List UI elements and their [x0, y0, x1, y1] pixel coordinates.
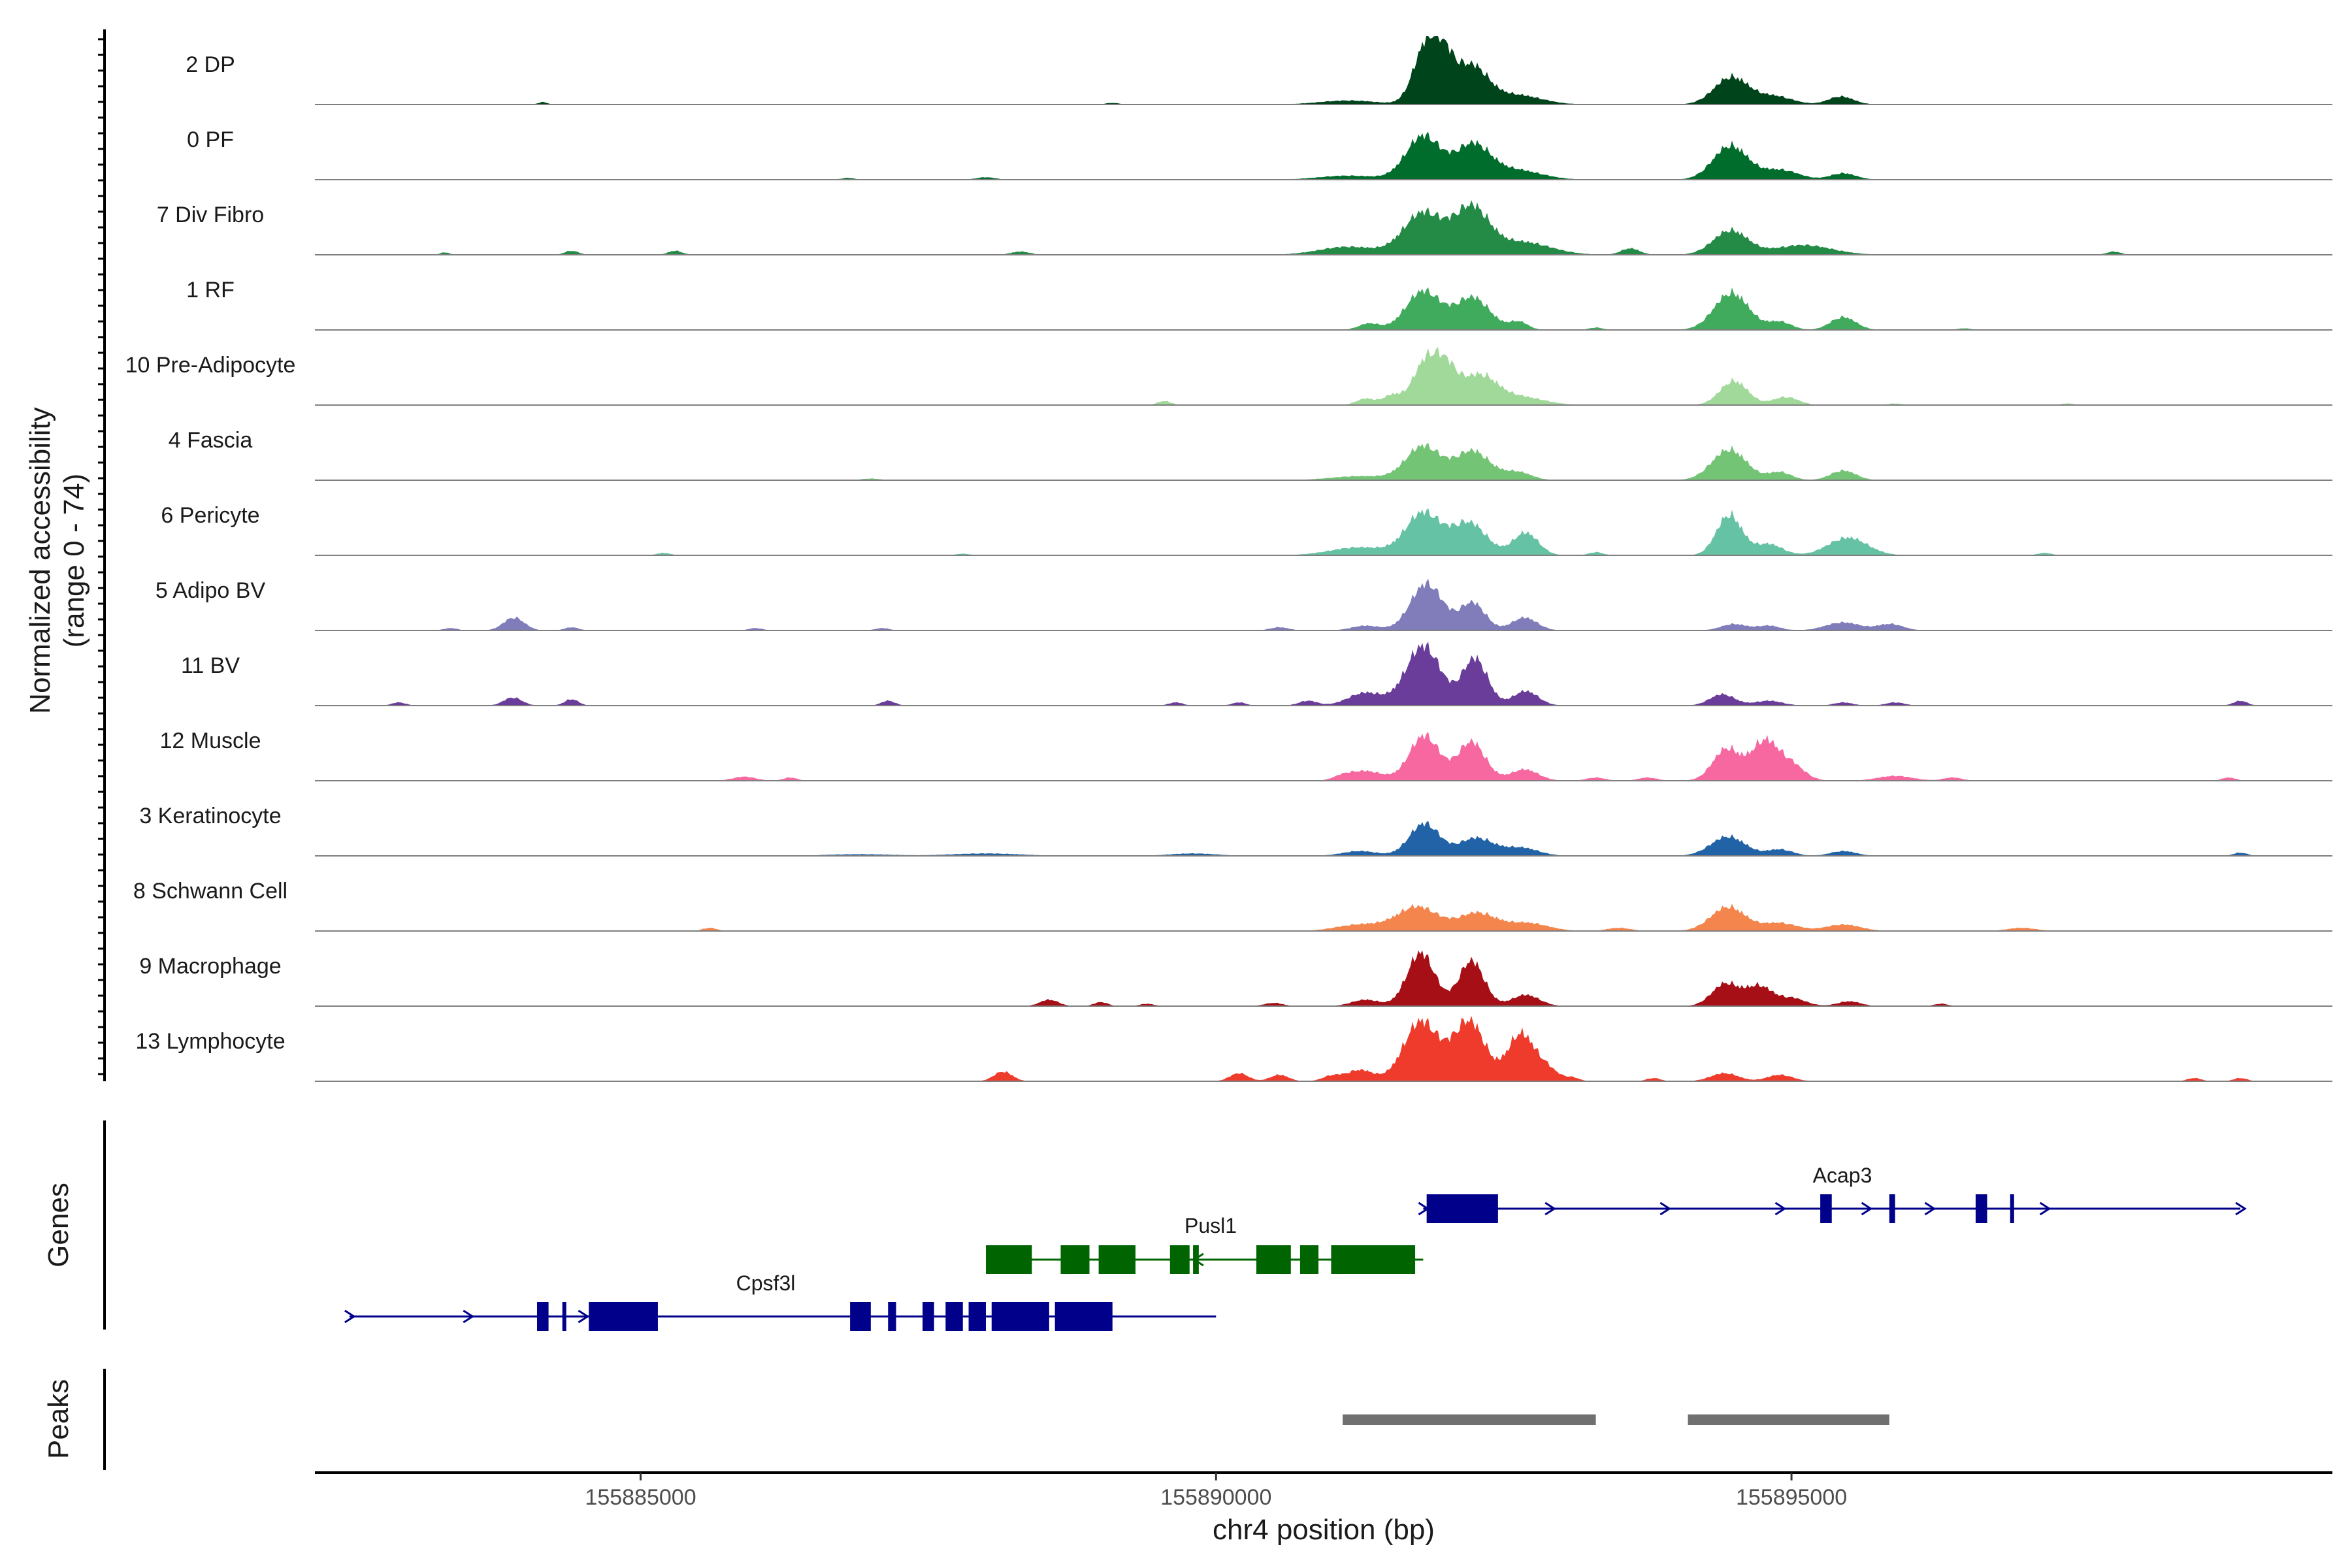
coverage-area [315, 442, 2332, 480]
strand-arrow [1861, 1201, 1873, 1216]
gene-annotations: Cpsf3l Pusl1 Acap3 [344, 1164, 2247, 1331]
exon [968, 1302, 986, 1331]
strand-arrow [344, 1309, 356, 1324]
coverage-area [315, 904, 2332, 931]
exon [2010, 1194, 2014, 1223]
track-label: 9 Macrophage [139, 954, 281, 979]
exon [850, 1302, 871, 1331]
coverage-area [315, 347, 2332, 405]
coverage-area [315, 287, 2332, 330]
exon [1054, 1302, 1113, 1331]
coverage-area [315, 950, 2332, 1006]
y-axis-title: Normalized accessibility [24, 407, 56, 713]
coverage-area [315, 1015, 2332, 1081]
track-label: 7 Div Fibro [157, 203, 264, 227]
track-label: 6 Pericyte [161, 503, 259, 528]
track-7: 6 Pericyte [161, 503, 2332, 556]
gene-acap3: Acap3 [1418, 1164, 2247, 1223]
peak-region [1688, 1414, 1889, 1425]
track-13: 9 Macrophage [139, 950, 2332, 1007]
gene-pusl1: Pusl1 [985, 1214, 1424, 1274]
exon [1060, 1245, 1090, 1274]
exon [1256, 1245, 1291, 1274]
x-axis-ticks: 155885000 155890000 155895000 [585, 1473, 1847, 1510]
exon [562, 1302, 566, 1331]
exon [923, 1302, 934, 1331]
strand-arrow [1192, 1252, 1204, 1267]
strand-arrow [2235, 1201, 2247, 1216]
track-label: 12 Muscle [160, 728, 261, 753]
strand-arrow [1924, 1201, 1936, 1216]
y-axis-subtitle: (range 0 - 74) [58, 474, 90, 648]
peaks-axis-title: Peaks [42, 1379, 74, 1459]
track-6: 4 Fascia [169, 428, 2332, 481]
track-label: 2 DP [186, 52, 235, 77]
x-tick-label: 155890000 [1160, 1485, 1271, 1510]
track-label: 5 Adipo BV [155, 578, 266, 603]
track-10: 12 Muscle [160, 728, 2332, 781]
coverage-area [315, 642, 2332, 706]
exon [1169, 1245, 1190, 1274]
track-label: 8 Schwann Cell [133, 879, 287, 904]
gene-cpsf3l: Cpsf3l [344, 1271, 1217, 1331]
coverage-axis-ticks [98, 38, 105, 1075]
x-tick-label: 155895000 [1736, 1485, 1847, 1510]
coverage-area [315, 821, 2332, 856]
track-4: 1 RF [186, 278, 2332, 331]
track-1: 2 DP [186, 36, 2332, 105]
exon [888, 1302, 896, 1331]
peak-region [1343, 1414, 1596, 1425]
strand-arrow [2039, 1201, 2051, 1216]
coverage-area [315, 732, 2332, 781]
exon [589, 1302, 658, 1331]
track-label: 4 Fascia [169, 428, 253, 453]
strand-arrow [1659, 1201, 1672, 1216]
track-9: 11 BV [181, 642, 2332, 706]
track-label: 1 RF [186, 278, 235, 302]
strand-arrow [1418, 1201, 1430, 1216]
exon [1820, 1194, 1832, 1223]
coverage-area [315, 36, 2332, 105]
exon [536, 1302, 549, 1331]
exon [945, 1302, 963, 1331]
track-12: 8 Schwann Cell [133, 879, 2332, 932]
coverage-area [315, 508, 2332, 555]
gene-label: Pusl1 [1184, 1214, 1237, 1237]
track-label: 11 BV [181, 653, 240, 678]
exon [1331, 1245, 1416, 1274]
track-label: 13 Lymphocyte [135, 1029, 285, 1054]
track-3: 7 Div Fibro [157, 200, 2332, 255]
exon [1426, 1194, 1498, 1223]
track-2: 0 PF [187, 127, 2332, 180]
coverage-area [315, 131, 2332, 180]
track-label: 3 Keratinocyte [139, 804, 281, 828]
peak-track [1343, 1414, 1889, 1425]
coverage-area [315, 578, 2332, 630]
gene-label: Acap3 [1813, 1164, 1872, 1187]
track-5: 10 Pre-Adipocyte [125, 347, 2332, 406]
track-14: 13 Lymphocyte [135, 1015, 2332, 1082]
track-8: 5 Adipo BV [155, 578, 2332, 631]
strand-arrow [1544, 1201, 1556, 1216]
exon [1975, 1194, 1987, 1223]
gene-label: Cpsf3l [736, 1271, 796, 1295]
strand-arrow [578, 1309, 590, 1324]
exon [1098, 1245, 1135, 1274]
exon [985, 1245, 1032, 1274]
exon [1889, 1194, 1895, 1223]
coverage-tracks: 2 DP 0 PF 7 Div Fibro 1 RF 10 Pre-Adipocyte 4… [125, 36, 2332, 1082]
strand-arrow [463, 1309, 475, 1324]
exon [1299, 1245, 1319, 1274]
track-label: 10 Pre-Adipocyte [125, 353, 296, 378]
x-axis-title: chr4 position (bp) [1213, 1514, 1435, 1546]
track-label: 0 PF [187, 127, 234, 152]
coverage-area [315, 200, 2332, 255]
track-11: 3 Keratinocyte [139, 804, 2332, 857]
exon [991, 1302, 1049, 1331]
strand-arrow [1774, 1201, 1787, 1216]
genes-axis-title: Genes [42, 1183, 74, 1267]
x-tick-label: 155885000 [585, 1485, 696, 1510]
